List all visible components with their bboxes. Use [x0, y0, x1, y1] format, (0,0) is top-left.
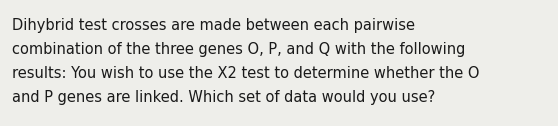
- Text: results: You wish to use the X2 test to determine whether the O: results: You wish to use the X2 test to …: [12, 66, 479, 81]
- Text: combination of the three genes O, P, and Q with the following: combination of the three genes O, P, and…: [12, 42, 465, 57]
- Text: and P genes are linked. Which set of data would you use?: and P genes are linked. Which set of dat…: [12, 90, 435, 105]
- Text: Dihybrid test crosses are made between each pairwise: Dihybrid test crosses are made between e…: [12, 18, 415, 33]
